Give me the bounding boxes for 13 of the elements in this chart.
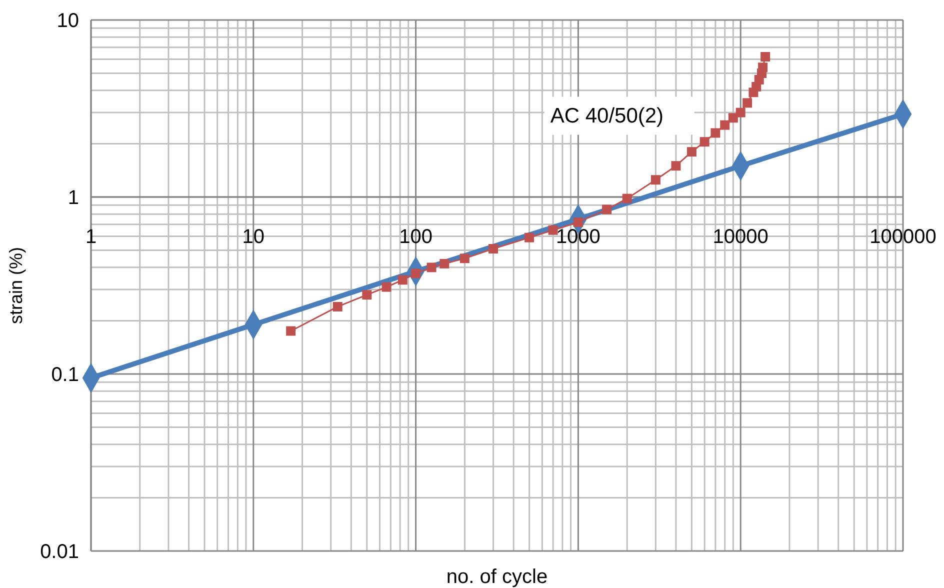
series-label: AC 40/50(2) [550,104,664,128]
y-tick-label: 0.1 [51,364,79,386]
x-tick-label: 10 [242,226,265,248]
y-tick-label: 0.01 [40,541,79,563]
y-tick-label: 10 [56,10,79,32]
y-axis-title: strain (%) [6,246,26,324]
x-tick-label: 1 [85,226,97,248]
x-tick-label: 10000 [712,226,768,248]
x-tick-label: 100000 [870,226,936,248]
x-tick-label: 1000 [556,226,600,248]
x-axis-title: no. of cycle [446,566,548,588]
y-tick-label: 1 [68,187,79,209]
x-tick-label: 100 [399,226,432,248]
